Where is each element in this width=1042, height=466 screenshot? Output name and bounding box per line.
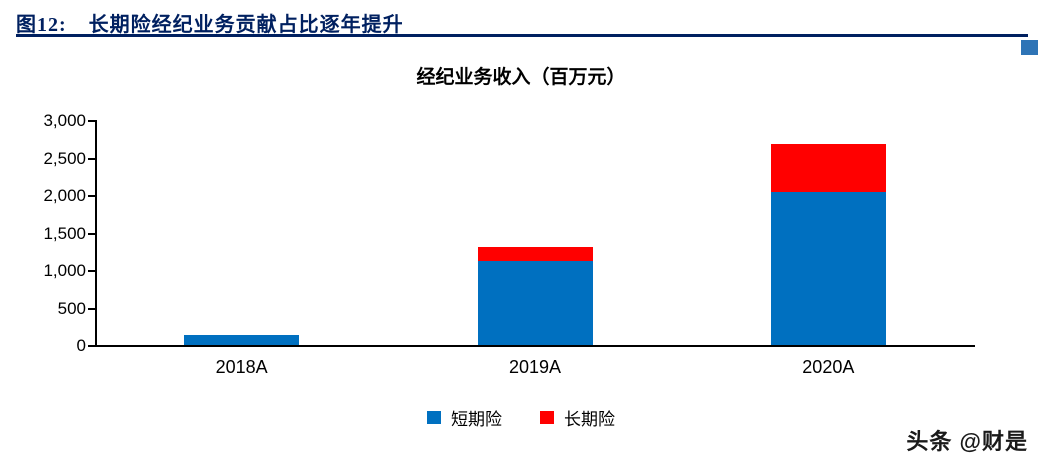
- bar-segment-2019A: [477, 247, 593, 262]
- x-axis-line: [95, 345, 975, 347]
- chart-legend: 短期险 长期险: [0, 405, 1042, 430]
- bar-segment-2018A: [184, 335, 300, 345]
- figure-header: 图12: 长期险经纪业务贡献占比逐年提升: [16, 8, 404, 37]
- y-axis-line: [95, 120, 97, 347]
- chart-title: 经纪业务收入（百万元）: [416, 67, 626, 88]
- header-underline: [16, 34, 1028, 37]
- y-axis-tick-label: 3,000: [43, 111, 86, 130]
- figure-number-label: 图12:: [16, 14, 67, 36]
- x-axis-category-label: 2018A: [215, 357, 268, 377]
- figure-title: 长期险经纪业务贡献占比逐年提升: [88, 14, 404, 36]
- y-axis-tick: [88, 157, 95, 160]
- x-axis-category-label: 2020A: [802, 357, 855, 377]
- y-axis-tick-label: 1,000: [43, 261, 86, 280]
- bar-segment-2019A: [477, 261, 593, 345]
- y-axis-tick-label: 0: [76, 336, 86, 355]
- x-axis-category-label: 2019A: [508, 357, 562, 377]
- legend-label: 长期险: [564, 410, 615, 429]
- bar-segment-2020A: [770, 143, 886, 193]
- bar-segment-2020A: [770, 192, 886, 345]
- y-axis-tick: [88, 307, 95, 310]
- corner-accent-square: [1021, 40, 1038, 55]
- legend-label: 短期险: [451, 410, 502, 429]
- legend-item: 长期险: [540, 405, 615, 430]
- y-axis-tick-label: 2,500: [43, 148, 86, 168]
- watermark: 头条 @财是: [906, 429, 1028, 454]
- legend-swatch: [540, 411, 554, 424]
- y-axis-tick-label: 2,000: [43, 186, 86, 205]
- legend-item: 短期险: [427, 405, 502, 430]
- chart-area: 0 500 1,000 1,500 2,000 2,500 3,000 2018A 2019A 2…: [0, 110, 1042, 400]
- y-axis-tick: [88, 232, 95, 235]
- y-axis-tick: [88, 345, 95, 347]
- y-axis-tick-label: 500: [57, 298, 86, 318]
- y-axis-tick: [88, 195, 95, 197]
- y-axis-tick-label: 1,500: [43, 223, 86, 243]
- y-axis-tick: [88, 270, 95, 272]
- legend-swatch: [427, 411, 441, 424]
- y-axis-tick: [88, 120, 95, 122]
